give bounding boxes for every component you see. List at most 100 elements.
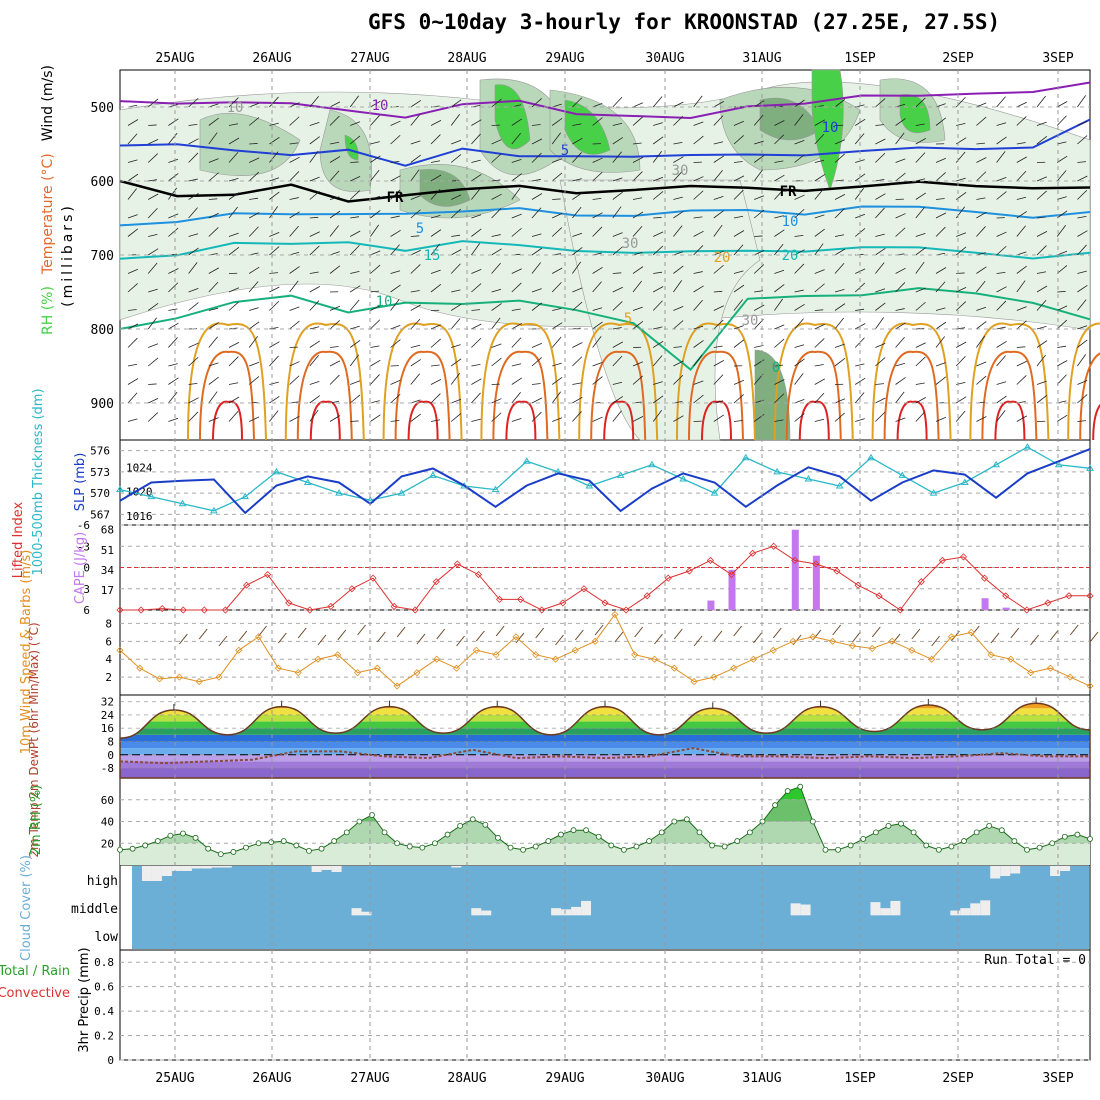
wind-point-49	[1086, 682, 1094, 690]
cape-bar-28	[707, 600, 715, 610]
thickness-point-27	[960, 478, 969, 485]
li-point-5	[221, 606, 230, 614]
li-point-41	[980, 574, 989, 582]
wind10m-barbs	[178, 624, 1099, 647]
rh-area-12	[494, 84, 531, 150]
ytick-li-0: 0	[83, 562, 90, 575]
rh-point-30	[495, 834, 501, 841]
cloud-high-gap-6	[191, 866, 202, 869]
rh-point-74	[1049, 840, 1056, 847]
ytick-li--3: -3	[77, 540, 90, 553]
isotherm-30-day6	[798, 400, 830, 441]
rh-point-10	[243, 844, 249, 851]
contour-label-0: 10	[372, 98, 389, 114]
rh-point-46	[696, 829, 703, 836]
cloud-mid-gap-15	[970, 903, 981, 916]
cape-bar-41	[981, 598, 989, 610]
thickness-point-26	[929, 489, 938, 496]
rh-point-9	[230, 849, 237, 855]
xtick-bottom-30AUG: 30AUG	[645, 1071, 684, 1086]
ytick-li--6: -6	[77, 519, 90, 532]
ytick-wind-2: 2	[105, 671, 112, 684]
rh-point-42	[646, 838, 652, 844]
rh-point-29	[482, 821, 489, 828]
rh-point-5	[180, 830, 186, 837]
cloud-mid-gap-10	[870, 902, 881, 916]
temp-band-5	[120, 734, 1090, 742]
wind-point-19	[492, 651, 500, 659]
temp-band-4	[120, 741, 1090, 749]
rh-point-25	[432, 840, 438, 847]
wind-point-13	[373, 664, 381, 672]
wind-point-41	[928, 655, 936, 663]
wind-point-5	[215, 673, 223, 681]
rh-point-43	[658, 829, 665, 836]
xtick-top-29AUG: 29AUG	[545, 51, 584, 66]
contour-label-7: 20	[782, 248, 799, 264]
thickness-point-2	[178, 499, 187, 507]
cloud-mid-gap-1	[361, 911, 372, 916]
cloud-high-gap-9	[221, 866, 232, 868]
ytick-temp-0: 0	[107, 749, 114, 762]
rh-point-49	[734, 838, 741, 844]
wind-point-11	[334, 651, 342, 659]
temp-band-6	[120, 728, 1090, 735]
li-point-38	[917, 578, 925, 586]
isotherm-20-day4	[578, 322, 659, 441]
li-point-37	[896, 606, 904, 614]
rh-point-75	[1061, 833, 1068, 840]
cloud-mid-gap-16	[980, 900, 991, 916]
cloud-fill	[132, 866, 1089, 949]
li-point-28	[706, 556, 715, 564]
xtick-top-2SEP: 2SEP	[942, 51, 973, 66]
rh-point-15	[306, 847, 312, 854]
xtick-top-25AUG: 25AUG	[155, 51, 194, 66]
rh-point-21	[381, 829, 388, 836]
thickness-point-13	[522, 457, 531, 464]
isotherm-25-day1	[296, 350, 353, 441]
wind-point-15	[413, 669, 421, 677]
li-point-39	[938, 556, 946, 564]
rh-point-44	[671, 818, 678, 825]
cloud-mid-gap-12	[890, 900, 901, 916]
li-point-6	[242, 581, 251, 589]
thickness-point-30	[1054, 460, 1063, 468]
isotherm-30-day3	[505, 400, 537, 441]
wind-point-43	[967, 628, 975, 636]
isotherm-20-day2	[382, 322, 463, 441]
wind-point-23	[571, 646, 579, 654]
rh-point-13	[280, 838, 287, 844]
rh-point-57	[835, 846, 841, 853]
xtick-bottom-28AUG: 28AUG	[447, 1071, 486, 1086]
wind-point-25	[611, 610, 619, 619]
wind-point-6	[235, 646, 243, 654]
isotherm-25-day6	[785, 350, 842, 441]
li-point-23	[601, 599, 609, 607]
thickness-point-6	[303, 478, 312, 485]
wind-point-4	[195, 678, 203, 686]
li-point-40	[959, 553, 968, 561]
thickness-point-23	[835, 482, 844, 489]
wind-point-7	[255, 633, 263, 641]
isotherm-20-day1	[284, 322, 365, 441]
ytick-pressure-800: 800	[91, 323, 114, 338]
contour-label-3: FR	[780, 184, 797, 200]
isotherm-30-day4	[603, 400, 635, 441]
cloud-high-gap-1	[141, 866, 152, 881]
temp-band-1	[120, 761, 1090, 769]
wind-point-12	[353, 669, 362, 677]
li-point-27	[685, 567, 693, 575]
rh-point-35	[558, 831, 564, 838]
thickness-point-20	[741, 453, 750, 461]
contour-label-2: FR	[387, 190, 404, 206]
cloud-high-gap-16	[1010, 866, 1021, 874]
rh-point-22	[394, 840, 401, 847]
rh-point-65	[935, 846, 942, 853]
rh-point-73	[1036, 844, 1043, 851]
cloud-mid-gap-11	[880, 908, 891, 916]
wind-point-32	[749, 655, 758, 663]
xtick-top-3SEP: 3SEP	[1042, 51, 1073, 66]
ytick-temp-32: 32	[101, 696, 114, 709]
wind-point-47	[1046, 664, 1054, 672]
wind-point-35	[809, 633, 817, 641]
